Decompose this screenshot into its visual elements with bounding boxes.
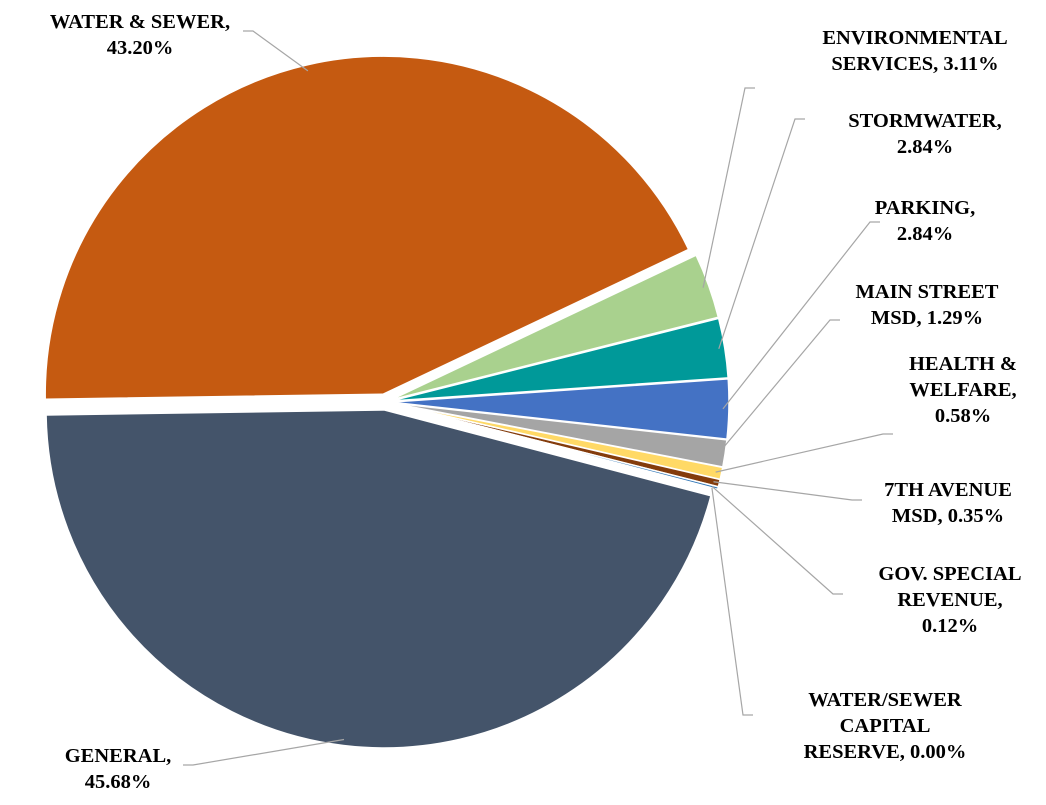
- slice-water-sewer: [44, 55, 690, 401]
- leader-water-sewer: [243, 30, 309, 72]
- label-line: 0.58%: [935, 405, 991, 427]
- leader-gov-special-revenue: [711, 486, 843, 595]
- label-parking: PARKING, 2.84%: [875, 197, 975, 245]
- label-7th-avenue-msd: 7TH AVENUE MSD, 0.35%: [884, 479, 1012, 527]
- label-line: 0.12%: [922, 615, 978, 637]
- leader-environmental-services: [702, 87, 755, 288]
- label-line: GOV. SPECIAL: [878, 563, 1021, 585]
- slice-general: [45, 409, 712, 749]
- label-line: 45.68%: [85, 771, 152, 793]
- label-line: WELFARE,: [909, 379, 1016, 401]
- label-line: 43.20%: [107, 37, 174, 59]
- label-line: MSD, 0.35%: [892, 505, 1004, 527]
- label-line: MAIN STREET: [856, 281, 999, 303]
- label-line: STORMWATER,: [848, 110, 1002, 132]
- leader-lines: [183, 30, 893, 766]
- label-gov-special-revenue: GOV. SPECIAL REVENUE, 0.12%: [878, 563, 1021, 637]
- label-stormwater: STORMWATER, 2.84%: [848, 110, 1002, 158]
- leader-main-street-msd: [718, 319, 840, 453]
- leader-7th-avenue-msd: [713, 481, 862, 501]
- label-line: 2.84%: [897, 223, 953, 245]
- label-line: HEALTH &: [909, 353, 1017, 375]
- slice-stormwater: [390, 317, 729, 402]
- label-line: REVENUE,: [897, 589, 1002, 611]
- leader-health-welfare: [715, 433, 893, 473]
- label-line: 2.84%: [897, 136, 953, 158]
- label-line: CAPITAL: [840, 715, 931, 737]
- label-line: PARKING,: [875, 197, 975, 219]
- slice-environmental-services: [390, 254, 720, 401]
- label-main-street-msd: MAIN STREET MSD, 1.29%: [856, 281, 999, 329]
- label-line: GENERAL,: [65, 745, 172, 767]
- label-line: RESERVE, 0.00%: [804, 741, 967, 763]
- slice-gov-special-revenue: [390, 402, 720, 491]
- leader-parking: [722, 221, 880, 410]
- data-labels: GENERAL, 45.68% WATER & SEWER, 43.20% ENVIRO…: [50, 11, 1022, 793]
- pie-slices: [44, 55, 730, 749]
- label-line: MSD, 1.29%: [871, 307, 983, 329]
- label-line: WATER/SEWER: [808, 689, 962, 711]
- label-line: 7TH AVENUE: [884, 479, 1012, 501]
- label-line: SERVICES, 3.11%: [831, 53, 998, 75]
- label-line: WATER & SEWER,: [50, 11, 230, 33]
- slice-parking: [390, 378, 730, 440]
- label-water-sewer-capital-reserve: WATER/SEWER CAPITAL RESERVE, 0.00%: [804, 689, 967, 763]
- leader-water-sewer-capital-reserve: [711, 487, 753, 716]
- label-environmental-services: ENVIRONMENTAL SERVICES, 3.11%: [822, 27, 1007, 75]
- leader-general: [183, 738, 345, 766]
- label-general: GENERAL, 45.68%: [65, 745, 172, 793]
- label-water-sewer: WATER & SEWER, 43.20%: [50, 11, 230, 59]
- leader-stormwater: [718, 118, 805, 350]
- label-line: ENVIRONMENTAL: [822, 27, 1007, 49]
- label-health-welfare: HEALTH & WELFARE, 0.58%: [909, 353, 1017, 427]
